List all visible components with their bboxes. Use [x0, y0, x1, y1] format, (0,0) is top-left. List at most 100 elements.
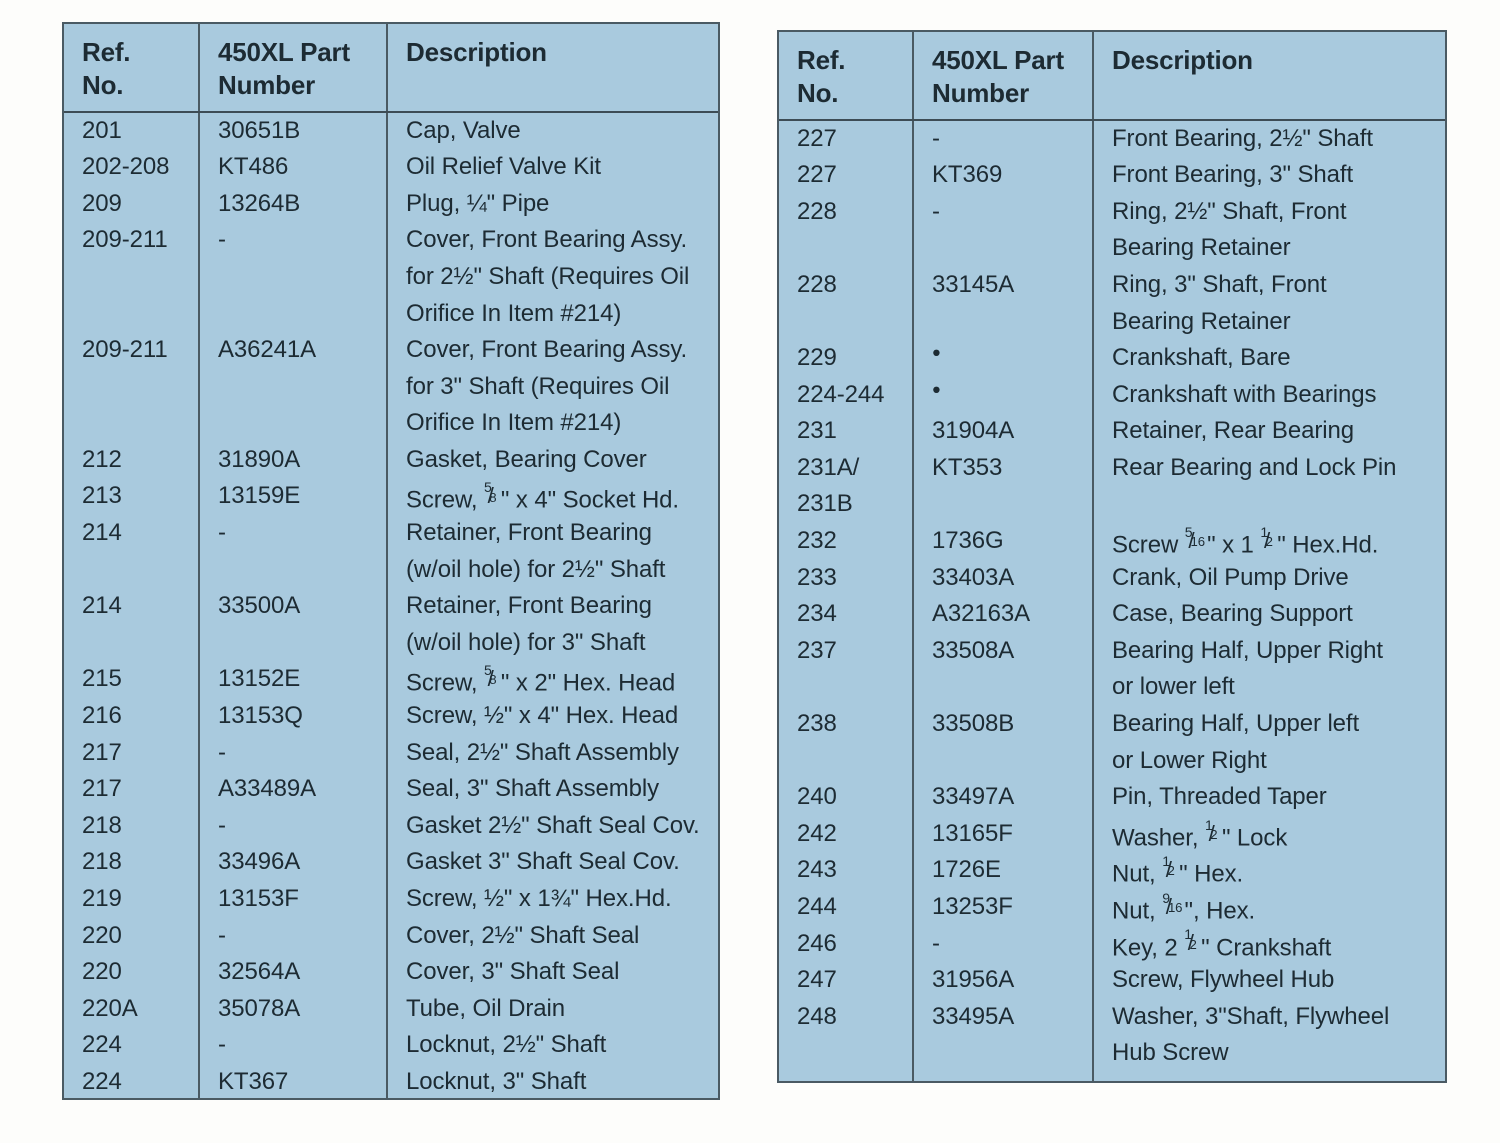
ref-no-value: 219: [82, 885, 122, 912]
part-number-value: [218, 265, 386, 302]
asterisk-marker: ●: [932, 381, 941, 398]
ref-no-value: [82, 375, 198, 412]
part-number-value: [932, 675, 1092, 712]
column-description-left: Cap, Valve Oil Relief Valve Kit Plug, ¼" P…: [388, 113, 718, 1098]
asterisk-marker: ●: [932, 345, 941, 362]
description-value: Retainer, Front Bearing: [406, 519, 652, 547]
ref-no-value: 232: [797, 527, 837, 555]
description-value: Cover, 2½" Shaft Seal: [406, 921, 640, 949]
ref-no-value: 217: [82, 738, 122, 766]
part-number-value: 13159E: [218, 482, 301, 510]
ref-no-value: 244: [797, 893, 837, 920]
description-value: Hub Screw: [1112, 1039, 1229, 1067]
ref-no-value: 214: [82, 592, 122, 620]
part-number-value: 13165F: [932, 819, 1013, 847]
part-number-value: 33497A: [932, 783, 1015, 811]
ref-no-value: 234: [797, 600, 837, 628]
table-header-row-left: Ref. No. 450XL Part Number Description: [64, 24, 718, 113]
part-number-value: 13153F: [218, 885, 299, 912]
part-number-value: [218, 631, 386, 668]
part-number-value: 32564A: [218, 958, 301, 986]
part-number-value: -: [218, 1031, 226, 1059]
part-number-value: -: [218, 226, 226, 254]
part-number-value: KT369: [932, 161, 1003, 189]
description-value: Case, Bearing Support: [1112, 600, 1353, 628]
part-number-value: KT367: [218, 1067, 289, 1095]
description-value: Washer, 3"Shaft, Flywheel: [1112, 1002, 1390, 1030]
ref-no-value: [82, 411, 198, 448]
header-cell-part-right: 450XL Part Number: [912, 32, 1094, 119]
ref-no-value: 227: [797, 124, 837, 152]
header-cell-ref-left: Ref. No.: [64, 24, 198, 111]
description-value: Screw, 5/8 " x 2" Hex. Head: [406, 662, 676, 697]
ref-no-value: 224-244: [797, 380, 885, 408]
part-number-value: -: [932, 197, 940, 225]
fraction-glyph: 5/8: [484, 479, 497, 509]
part-number-value: -: [218, 811, 226, 839]
description-value: Crankshaft with Bearings: [1112, 380, 1377, 408]
description-value: Screw, ½" x 4" Hex. Head: [406, 702, 679, 730]
header-cell-ref-right: Ref. No.: [779, 32, 912, 119]
description-value: Key, 2 1/2 " Crankshaft: [1112, 926, 1332, 962]
ref-no-value: 240: [797, 783, 837, 811]
ref-no-value: 229: [797, 344, 837, 372]
description-value: Locknut, 2½" Shaft: [406, 1031, 607, 1059]
part-number-value: -: [218, 738, 226, 766]
header-cell-part-left: 450XL Part Number: [198, 24, 388, 111]
description-value: Gasket, Bearing Cover: [406, 445, 647, 473]
ref-no-value: [797, 1041, 912, 1078]
column-ref-left: 201 202-208 209 209-211 209-211 212 213 214 2…: [64, 113, 198, 1098]
parts-table-right: Ref. No. 450XL Part Number Description 2…: [777, 30, 1447, 1083]
ref-no-value: 201: [82, 116, 122, 144]
description-value: Retainer, Front Bearing: [406, 592, 652, 620]
fraction-glyph: 5/8: [484, 662, 497, 692]
description-value: (w/oil hole) for 3" Shaft: [406, 628, 646, 656]
fraction-glyph: 1/2: [1184, 926, 1197, 956]
ref-no-value: 237: [797, 636, 837, 664]
header-label-description: Description: [406, 37, 547, 67]
description-value: Rear Bearing and Lock Pin: [1112, 453, 1397, 481]
part-number-value: ●: [932, 381, 1092, 420]
ref-no-value: 214: [82, 519, 122, 547]
description-value: Bearing Retainer: [1112, 234, 1291, 262]
description-value: Nut, 9/16 ", Hex.: [1112, 889, 1256, 925]
ref-no-value: [797, 675, 912, 712]
description-value: Bearing Retainer: [1112, 307, 1291, 335]
description-value: Tube, Oil Drain: [406, 994, 566, 1022]
part-number-value: 13253F: [932, 893, 1013, 920]
description-value: Gasket 2½" Shaft Seal Cov.: [406, 811, 700, 839]
ref-no-value: 216: [82, 702, 122, 730]
part-number-value: 13264B: [218, 189, 301, 217]
description-value: Cover, Front Bearing Assy.: [406, 226, 688, 254]
part-number-value: KT353: [932, 453, 1003, 481]
column-description-right: Front Bearing, 2½" Shaft Front Bearing, 3…: [1094, 121, 1445, 1081]
description-value: Front Bearing, 3" Shaft: [1112, 161, 1354, 189]
ref-no-value: 231B: [797, 490, 853, 518]
part-number-value: [218, 302, 386, 339]
description-value: Cover, 3" Shaft Seal: [406, 958, 620, 986]
ref-no-value: 218: [82, 811, 122, 839]
ref-no-value: 220: [82, 958, 122, 986]
ref-no-value: 209-211: [82, 336, 168, 364]
description-value: Ring, 3" Shaft, Front: [1112, 270, 1327, 298]
description-value: [1112, 492, 1445, 529]
description-value: for 2½" Shaft (Requires Oil: [406, 262, 690, 290]
ref-no-value: [797, 310, 912, 347]
description-value: Locknut, 3" Shaft: [406, 1067, 587, 1095]
description-value: for 3" Shaft (Requires Oil: [406, 372, 670, 400]
part-number-value: [218, 411, 386, 448]
fraction-glyph: 1/2: [1162, 853, 1175, 883]
part-number-value: 1726E: [932, 856, 1001, 884]
ref-no-value: [797, 749, 912, 786]
part-number-value: A32163A: [932, 600, 1031, 628]
part-number-value: 30651B: [218, 116, 301, 144]
part-number-value: 31956A: [932, 966, 1015, 994]
part-number-value: 33145A: [932, 270, 1015, 298]
part-number-value: A36241A: [218, 336, 317, 364]
ref-no-value: 218: [82, 848, 122, 876]
column-ref-right: 227 227 228 228 229 224-244 231 231A/231B 232 2…: [779, 121, 912, 1081]
ref-no-value: [82, 302, 198, 339]
description-value: or lower left: [1112, 673, 1235, 701]
part-number-value: -: [218, 921, 226, 949]
